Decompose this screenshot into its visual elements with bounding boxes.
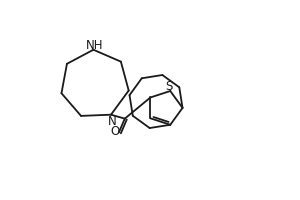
Text: NH: NH — [85, 39, 103, 52]
Text: S: S — [166, 80, 173, 93]
Text: N: N — [108, 115, 117, 128]
Text: O: O — [110, 125, 119, 138]
